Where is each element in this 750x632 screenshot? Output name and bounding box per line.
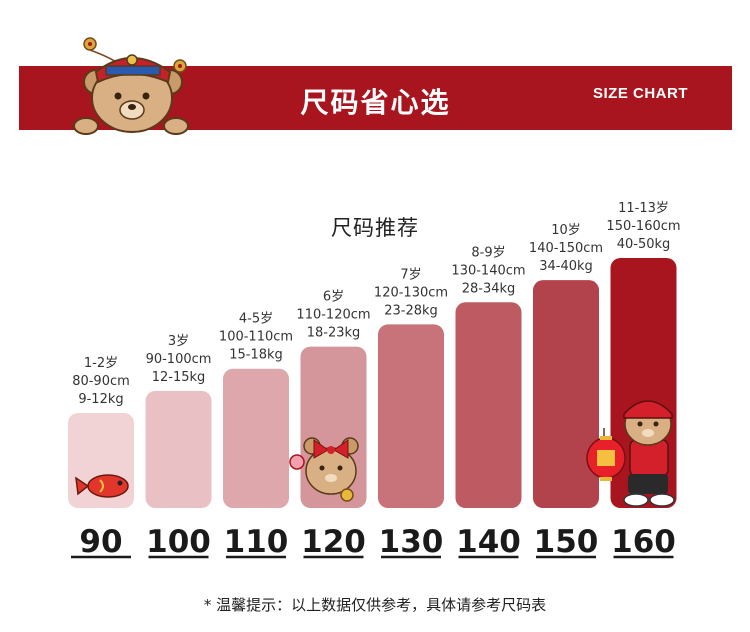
page-title: 尺码省心选: [300, 86, 451, 119]
data-label: 140-150cm: [529, 241, 603, 256]
x-tick-label: 120: [301, 524, 366, 560]
data-label: 23-28kg: [384, 303, 438, 318]
chart-title: 尺码推荐: [331, 216, 419, 240]
bear-mascot-icon: [73, 37, 189, 135]
data-label: 10岁: [551, 223, 581, 238]
x-tick-label: 90: [79, 524, 122, 560]
data-label: 90-100cm: [146, 352, 212, 367]
x-tick-label: 140: [456, 524, 521, 560]
data-label: 130-140cm: [451, 263, 525, 278]
data-label: 15-18kg: [229, 348, 283, 363]
data-label: 150-160cm: [606, 219, 680, 234]
footnote: * 温馨提示：以上数据仅供参考，具体请参考尺码表: [203, 596, 547, 614]
data-label: 12-15kg: [152, 370, 206, 385]
data-label: 110-120cm: [296, 308, 370, 323]
data-label: 80-90cm: [72, 374, 130, 389]
data-label: 11-13岁: [618, 201, 669, 216]
bar-150: [533, 280, 599, 508]
data-label: 100-110cm: [219, 330, 293, 345]
data-label: 3岁: [168, 334, 189, 349]
bear-lantern-icon: [586, 400, 675, 507]
bar-110: [223, 368, 289, 508]
data-label: 1-2岁: [84, 356, 118, 371]
data-label: 28-34kg: [462, 281, 516, 296]
data-label: 120-130cm: [374, 285, 448, 300]
x-tick-label: 160: [611, 524, 676, 560]
data-label: 34-40kg: [539, 259, 593, 274]
bear-with-bow-icon: [289, 437, 359, 502]
x-tick-label: 110: [224, 524, 289, 560]
data-label: 7岁: [400, 267, 421, 282]
x-tick-label: 150: [534, 524, 599, 560]
x-tick-label: 100: [146, 524, 211, 560]
data-label: 18-23kg: [307, 326, 361, 341]
page-subtitle: SIZE CHART: [593, 85, 688, 102]
data-label: 9-12kg: [78, 392, 123, 407]
koi-fish-icon: [75, 474, 129, 498]
bar-100: [145, 390, 212, 508]
bar-140: [455, 302, 522, 508]
data-label: 6岁: [323, 290, 344, 305]
data-label: 4-5岁: [239, 312, 273, 327]
x-tick-label: 130: [379, 524, 444, 560]
size-chart: 1-2岁 80-90cm 9-12kg 90 3岁 90-100cm 12-15kg 100 4…: [68, 201, 681, 560]
data-label: 8-9岁: [471, 245, 505, 260]
data-label: 40-50kg: [617, 237, 671, 252]
bar-130: [378, 324, 444, 508]
